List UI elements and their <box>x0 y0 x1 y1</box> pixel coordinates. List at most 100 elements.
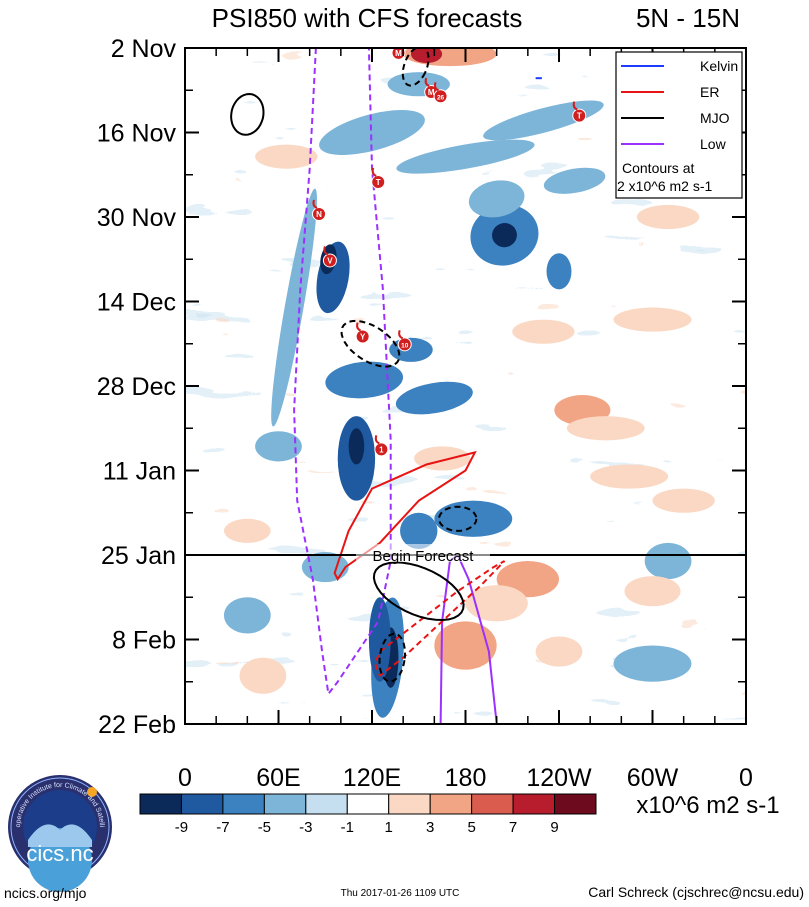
x-tick-label: 0 <box>178 764 192 792</box>
anomaly-cell <box>255 144 318 169</box>
colorbar-label: 5 <box>467 819 475 836</box>
anomaly-cell <box>590 464 669 489</box>
axis-ticks: 2 Nov 16 Nov 30 Nov 14 Dec 28 Dec 11 Jan 25 Ja… <box>97 35 753 792</box>
anomaly-cell <box>301 551 349 583</box>
storm-marker: 26 <box>433 81 448 104</box>
anomaly-cell <box>368 597 391 682</box>
colorbar-label: -7 <box>216 819 229 836</box>
storm-marker: V <box>322 246 337 268</box>
mjo-contour <box>340 319 401 368</box>
x-tick-label: 120W <box>526 764 592 792</box>
anomaly-cell <box>483 100 604 141</box>
storm-id: V <box>327 256 333 265</box>
logo-text: cics.nc <box>26 841 93 866</box>
anomaly-cell <box>400 512 438 549</box>
y-tick-label: 22 Feb <box>98 711 176 739</box>
mjo-contour <box>437 505 478 532</box>
anomaly-cell <box>223 597 271 634</box>
colorbar-cell <box>554 793 597 815</box>
mjo-contour <box>372 561 465 622</box>
anomaly-cell <box>434 500 513 537</box>
storm-symbol <box>374 442 389 457</box>
colorbar-label: 3 <box>426 819 434 836</box>
storm-id: 1 <box>379 445 384 454</box>
storm-tail <box>393 39 397 47</box>
footer-site[interactable]: ncics.org/mjo <box>4 885 87 901</box>
storm-symbol <box>433 89 448 104</box>
colorbar-cell <box>263 793 307 815</box>
colorbar-label: 9 <box>550 819 558 836</box>
x-tick-label: 180 <box>445 764 487 792</box>
x-tick-label: 60E <box>256 764 300 792</box>
chart-title: PSI850 with CFS forecasts <box>212 3 523 33</box>
legend-label: Low <box>700 136 727 152</box>
storm-tail <box>312 199 318 209</box>
anomaly-cell <box>465 585 528 622</box>
colorbar-label: 7 <box>509 819 517 836</box>
colorbar: -9 -7 -5 -3 -1 1 3 5 7 9 x10^6 m2 s-1 <box>139 792 780 836</box>
colorbar-label: -1 <box>341 819 354 836</box>
y-tick-label: 16 Nov <box>97 120 177 148</box>
storm-id: Y <box>360 333 366 342</box>
legend-contour-note: Contours at <box>622 160 694 176</box>
legend-label: MJO <box>700 110 730 126</box>
colorbar-cell <box>180 793 224 815</box>
colorbar-label: -9 <box>175 819 188 836</box>
anomaly-cell <box>348 428 365 465</box>
y-tick-label: 25 Jan <box>101 542 176 570</box>
x-tick-label: 120E <box>343 764 401 792</box>
colorbar-cell <box>139 793 182 815</box>
colorbar-cell <box>305 793 348 815</box>
storm-id: N <box>316 210 322 219</box>
legend-label: ER <box>700 84 719 100</box>
anomaly-cell <box>543 167 606 194</box>
legend-box: Kelvin ER MJO Low Contours at 2 x10^6 m2 s-… <box>615 51 743 199</box>
anomaly-cell <box>255 431 302 462</box>
y-tick-label: 28 Dec <box>97 373 176 401</box>
footer-author: Carl Schreck (cjschrec@ncsu.edu) <box>588 884 804 900</box>
er-contour <box>374 560 506 678</box>
storm-marker: N <box>312 199 327 221</box>
x-tick-label: 0 <box>739 764 753 792</box>
mjo-contour <box>401 48 430 87</box>
forecast-line-group: Begin Forecast <box>185 544 746 565</box>
anomaly-cell <box>319 110 425 155</box>
anomaly-cell <box>468 180 525 218</box>
anomaly-cell <box>644 542 692 580</box>
anomaly-cell <box>395 381 473 415</box>
colorbar-cell <box>429 793 473 815</box>
storm-symbol <box>391 48 406 60</box>
storm-tail <box>434 81 439 92</box>
logo-ring-text: Cooperative Institute for Climate and Sa… <box>0 0 105 828</box>
y-tick-label: 30 Nov <box>97 204 177 232</box>
colorbar-label: -5 <box>258 819 271 836</box>
colorbar-units: x10^6 m2 s-1 <box>636 792 779 819</box>
legend-label: Kelvin <box>700 58 738 74</box>
anomaly-cell <box>535 636 583 667</box>
y-tick-label: 11 Jan <box>103 458 176 486</box>
anomaly-cell <box>624 576 681 607</box>
storm-id: 26 <box>437 94 445 101</box>
x-tick-label: 60W <box>627 764 679 792</box>
anomaly-cell <box>223 518 271 543</box>
storm-marker: T <box>371 167 386 189</box>
anomaly-cell <box>325 361 404 399</box>
storm-tail <box>323 246 329 256</box>
storm-symbol <box>572 108 587 123</box>
mjo-contour <box>230 92 265 136</box>
colorbar-cell <box>388 793 431 815</box>
storm-id: T <box>577 112 582 121</box>
colorbar-cell <box>512 793 556 815</box>
storm-marker: Y <box>355 322 370 344</box>
cics-nc-logo: Cooperative Institute for Climate and Sa… <box>0 0 112 892</box>
storm-symbol <box>312 206 327 221</box>
storm-id: M <box>428 88 435 97</box>
anomaly-cell <box>492 223 517 248</box>
colorbar-cell <box>346 793 390 815</box>
er-contour <box>333 450 477 582</box>
storm-id: T <box>376 178 381 187</box>
y-tick-label: 14 Dec <box>97 289 176 317</box>
storm-marker: 1 <box>374 435 389 457</box>
